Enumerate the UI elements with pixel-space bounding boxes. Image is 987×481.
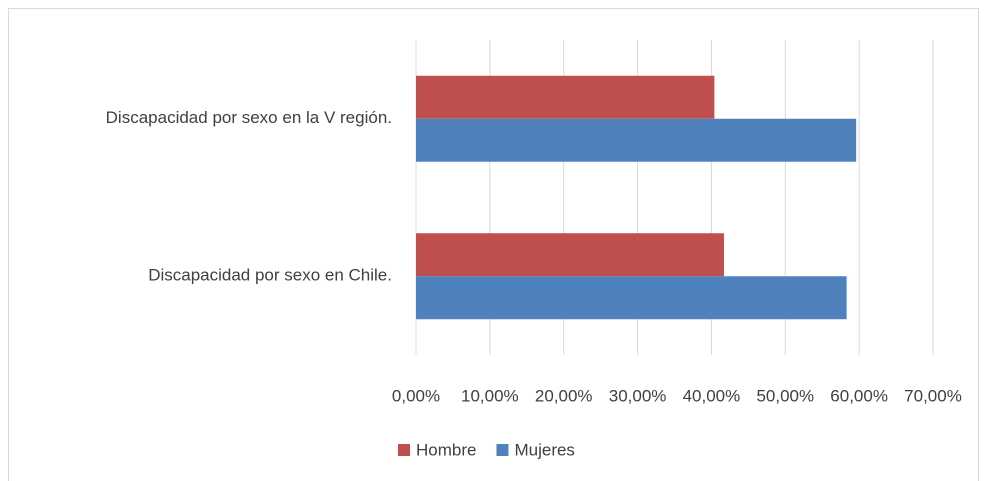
x-tick-label: 50,00%	[756, 386, 814, 405]
legend-swatch	[398, 444, 410, 456]
x-tick-label: 10,00%	[461, 386, 519, 405]
x-tick-label: 60,00%	[830, 386, 888, 405]
bar	[416, 233, 724, 277]
chart-frame	[8, 8, 979, 481]
legend-label: Mujeres	[514, 440, 574, 459]
x-tick-label: 0,00%	[392, 386, 440, 405]
x-tick-label: 20,00%	[535, 386, 593, 405]
bar	[416, 118, 857, 162]
y-tick-label: Discapacidad por sexo en Chile.	[148, 266, 392, 285]
legend-swatch	[496, 444, 509, 456]
bar	[416, 276, 847, 320]
x-tick-label: 40,00%	[683, 386, 741, 405]
x-tick-label: 30,00%	[609, 386, 667, 405]
y-tick-label: Discapacidad por sexo en la V región.	[106, 108, 392, 127]
x-tick-label: 70,00%	[904, 386, 962, 405]
bar	[416, 75, 715, 119]
legend-label: Hombre	[416, 440, 476, 459]
